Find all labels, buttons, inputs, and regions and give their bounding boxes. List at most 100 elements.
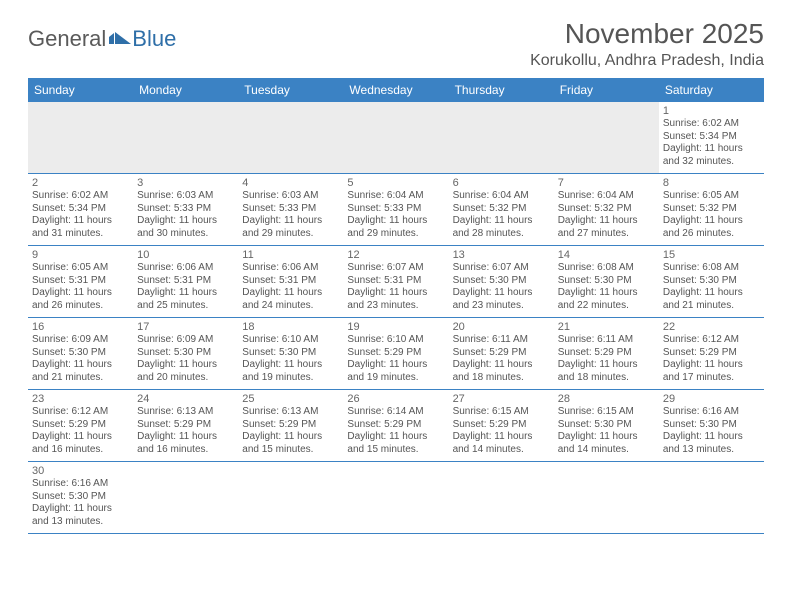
- day-cell: 9Sunrise: 6:05 AMSunset: 5:31 PMDaylight…: [28, 246, 133, 317]
- day-header: Friday: [554, 78, 659, 102]
- day-info: Sunrise: 6:08 AMSunset: 5:30 PMDaylight:…: [663, 262, 760, 312]
- day-number: 25: [242, 393, 339, 405]
- empty-cell: [238, 102, 343, 173]
- day-cell: 13Sunrise: 6:07 AMSunset: 5:30 PMDayligh…: [449, 246, 554, 317]
- day-number: 27: [453, 393, 550, 405]
- day-cell: 10Sunrise: 6:06 AMSunset: 5:31 PMDayligh…: [133, 246, 238, 317]
- day-cell: 15Sunrise: 6:08 AMSunset: 5:30 PMDayligh…: [659, 246, 764, 317]
- day-cell: 2Sunrise: 6:02 AMSunset: 5:34 PMDaylight…: [28, 174, 133, 245]
- day-info: Sunrise: 6:16 AMSunset: 5:30 PMDaylight:…: [663, 406, 760, 456]
- day-cell: 17Sunrise: 6:09 AMSunset: 5:30 PMDayligh…: [133, 318, 238, 389]
- empty-cell: [449, 462, 554, 533]
- day-info: Sunrise: 6:14 AMSunset: 5:29 PMDaylight:…: [347, 406, 444, 456]
- day-cell: 16Sunrise: 6:09 AMSunset: 5:30 PMDayligh…: [28, 318, 133, 389]
- day-cell: 22Sunrise: 6:12 AMSunset: 5:29 PMDayligh…: [659, 318, 764, 389]
- day-header: Tuesday: [238, 78, 343, 102]
- day-info: Sunrise: 6:15 AMSunset: 5:29 PMDaylight:…: [453, 406, 550, 456]
- day-cell: 25Sunrise: 6:13 AMSunset: 5:29 PMDayligh…: [238, 390, 343, 461]
- day-number: 15: [663, 249, 760, 261]
- empty-cell: [343, 462, 448, 533]
- day-info: Sunrise: 6:02 AMSunset: 5:34 PMDaylight:…: [663, 118, 760, 168]
- day-number: 17: [137, 321, 234, 333]
- day-info: Sunrise: 6:10 AMSunset: 5:29 PMDaylight:…: [347, 334, 444, 384]
- empty-cell: [28, 102, 133, 173]
- day-cell: 27Sunrise: 6:15 AMSunset: 5:29 PMDayligh…: [449, 390, 554, 461]
- day-number: 23: [32, 393, 129, 405]
- day-headers-row: SundayMondayTuesdayWednesdayThursdayFrid…: [28, 78, 764, 102]
- month-title: November 2025: [530, 18, 764, 50]
- day-number: 13: [453, 249, 550, 261]
- empty-cell: [133, 102, 238, 173]
- day-header: Thursday: [449, 78, 554, 102]
- day-cell: 20Sunrise: 6:11 AMSunset: 5:29 PMDayligh…: [449, 318, 554, 389]
- empty-cell: [449, 102, 554, 173]
- week-row: 2Sunrise: 6:02 AMSunset: 5:34 PMDaylight…: [28, 174, 764, 246]
- day-cell: 3Sunrise: 6:03 AMSunset: 5:33 PMDaylight…: [133, 174, 238, 245]
- day-number: 4: [242, 177, 339, 189]
- day-cell: 5Sunrise: 6:04 AMSunset: 5:33 PMDaylight…: [343, 174, 448, 245]
- day-info: Sunrise: 6:04 AMSunset: 5:32 PMDaylight:…: [558, 190, 655, 240]
- day-info: Sunrise: 6:15 AMSunset: 5:30 PMDaylight:…: [558, 406, 655, 456]
- day-info: Sunrise: 6:05 AMSunset: 5:32 PMDaylight:…: [663, 190, 760, 240]
- day-info: Sunrise: 6:16 AMSunset: 5:30 PMDaylight:…: [32, 478, 129, 528]
- day-cell: 23Sunrise: 6:12 AMSunset: 5:29 PMDayligh…: [28, 390, 133, 461]
- day-info: Sunrise: 6:03 AMSunset: 5:33 PMDaylight:…: [137, 190, 234, 240]
- day-cell: 7Sunrise: 6:04 AMSunset: 5:32 PMDaylight…: [554, 174, 659, 245]
- day-cell: 30Sunrise: 6:16 AMSunset: 5:30 PMDayligh…: [28, 462, 133, 533]
- day-number: 14: [558, 249, 655, 261]
- day-header: Monday: [133, 78, 238, 102]
- brand-part1: General: [28, 26, 106, 52]
- day-number: 19: [347, 321, 444, 333]
- day-number: 2: [32, 177, 129, 189]
- location: Korukollu, Andhra Pradesh, India: [530, 52, 764, 70]
- day-cell: 21Sunrise: 6:11 AMSunset: 5:29 PMDayligh…: [554, 318, 659, 389]
- day-info: Sunrise: 6:09 AMSunset: 5:30 PMDaylight:…: [137, 334, 234, 384]
- day-number: 24: [137, 393, 234, 405]
- header: General Blue November 2025 Korukollu, An…: [28, 18, 764, 70]
- empty-cell: [554, 462, 659, 533]
- week-row: 23Sunrise: 6:12 AMSunset: 5:29 PMDayligh…: [28, 390, 764, 462]
- day-number: 12: [347, 249, 444, 261]
- day-cell: 1Sunrise: 6:02 AMSunset: 5:34 PMDaylight…: [659, 102, 764, 173]
- day-number: 7: [558, 177, 655, 189]
- day-cell: 18Sunrise: 6:10 AMSunset: 5:30 PMDayligh…: [238, 318, 343, 389]
- day-number: 9: [32, 249, 129, 261]
- calendar: SundayMondayTuesdayWednesdayThursdayFrid…: [28, 78, 764, 534]
- day-number: 10: [137, 249, 234, 261]
- day-cell: 28Sunrise: 6:15 AMSunset: 5:30 PMDayligh…: [554, 390, 659, 461]
- day-info: Sunrise: 6:13 AMSunset: 5:29 PMDaylight:…: [137, 406, 234, 456]
- day-number: 26: [347, 393, 444, 405]
- day-info: Sunrise: 6:12 AMSunset: 5:29 PMDaylight:…: [32, 406, 129, 456]
- weeks-container: 1Sunrise: 6:02 AMSunset: 5:34 PMDaylight…: [28, 102, 764, 534]
- day-number: 5: [347, 177, 444, 189]
- day-info: Sunrise: 6:13 AMSunset: 5:29 PMDaylight:…: [242, 406, 339, 456]
- flag-icon: [109, 30, 131, 46]
- day-number: 6: [453, 177, 550, 189]
- day-number: 30: [32, 465, 129, 477]
- day-info: Sunrise: 6:10 AMSunset: 5:30 PMDaylight:…: [242, 334, 339, 384]
- day-number: 21: [558, 321, 655, 333]
- brand-part2: Blue: [132, 26, 176, 52]
- empty-cell: [343, 102, 448, 173]
- empty-cell: [659, 462, 764, 533]
- day-cell: 11Sunrise: 6:06 AMSunset: 5:31 PMDayligh…: [238, 246, 343, 317]
- day-info: Sunrise: 6:11 AMSunset: 5:29 PMDaylight:…: [453, 334, 550, 384]
- empty-cell: [554, 102, 659, 173]
- day-cell: 6Sunrise: 6:04 AMSunset: 5:32 PMDaylight…: [449, 174, 554, 245]
- empty-cell: [133, 462, 238, 533]
- day-info: Sunrise: 6:04 AMSunset: 5:33 PMDaylight:…: [347, 190, 444, 240]
- day-info: Sunrise: 6:11 AMSunset: 5:29 PMDaylight:…: [558, 334, 655, 384]
- day-info: Sunrise: 6:03 AMSunset: 5:33 PMDaylight:…: [242, 190, 339, 240]
- day-info: Sunrise: 6:12 AMSunset: 5:29 PMDaylight:…: [663, 334, 760, 384]
- day-info: Sunrise: 6:07 AMSunset: 5:30 PMDaylight:…: [453, 262, 550, 312]
- week-row: 16 Sunrise: 6:09 AMSunset: 5:30 PMDayligh…: [28, 318, 764, 390]
- day-cell: 4Sunrise: 6:03 AMSunset: 5:33 PMDaylight…: [238, 174, 343, 245]
- day-number: 3: [137, 177, 234, 189]
- day-number: 1: [663, 105, 760, 117]
- day-header: Wednesday: [343, 78, 448, 102]
- day-info: Sunrise: 6:05 AMSunset: 5:31 PMDaylight:…: [32, 262, 129, 312]
- day-info: Sunrise: 6:02 AMSunset: 5:34 PMDaylight:…: [32, 190, 129, 240]
- day-number: 16: [32, 321, 129, 333]
- week-row: 30Sunrise: 6:16 AMSunset: 5:30 PMDayligh…: [28, 462, 764, 534]
- day-cell: 29Sunrise: 6:16 AMSunset: 5:30 PMDayligh…: [659, 390, 764, 461]
